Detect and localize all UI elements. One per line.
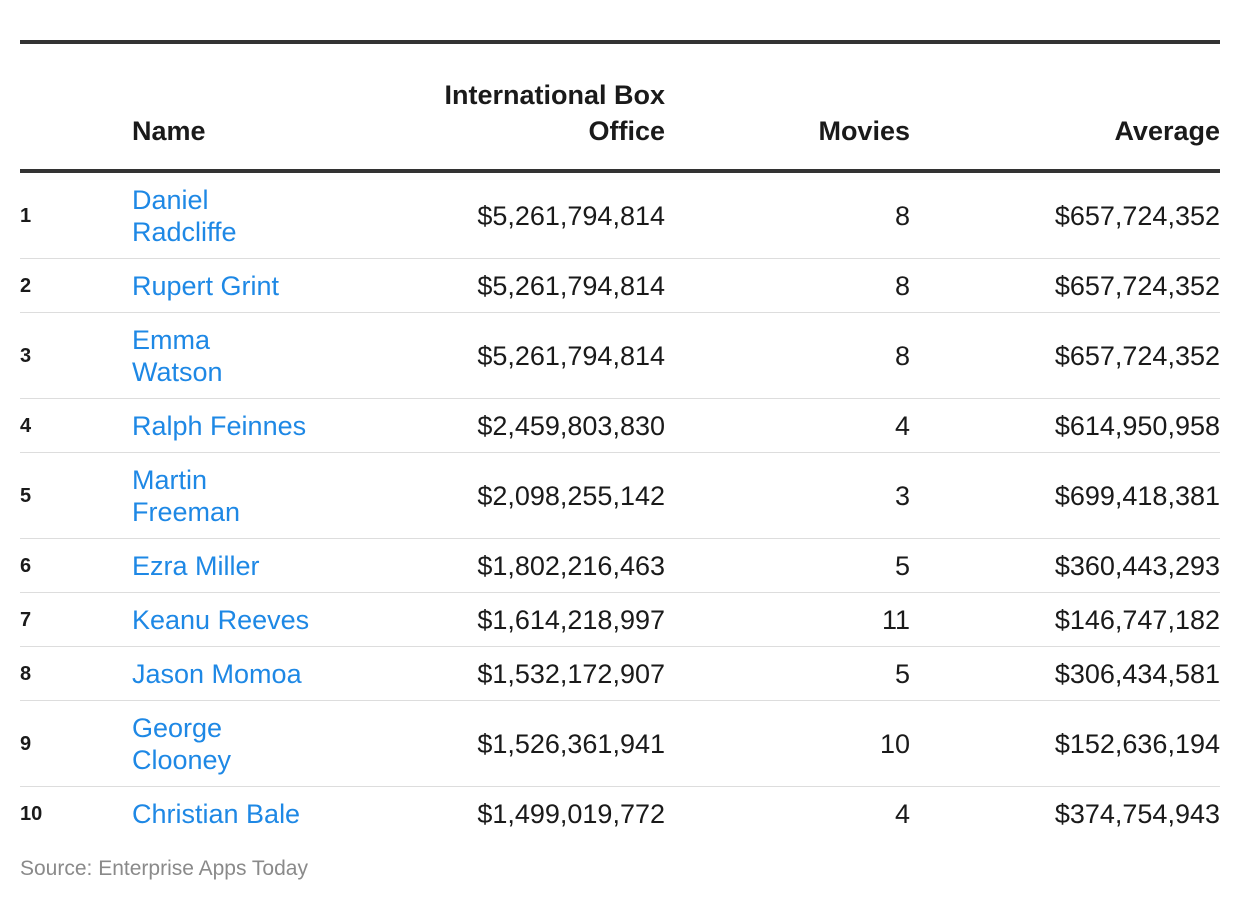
rank-cell: 7 bbox=[20, 592, 132, 647]
name-link[interactable]: Ralph Feinnes bbox=[132, 398, 332, 453]
table-body: 1 Daniel Radcliffe $5,261,794,814 8 $657,724,… bbox=[20, 171, 1220, 840]
table-container: Name International Box Office Movies Ave… bbox=[20, 40, 1220, 840]
name-line: Watson bbox=[132, 356, 223, 387]
header-name[interactable]: Name bbox=[132, 44, 332, 173]
top-rule bbox=[20, 40, 1220, 44]
box-office-cell: $2,459,803,830 bbox=[332, 398, 665, 453]
name-line: Radcliffe bbox=[132, 216, 237, 247]
box-office-table: Name International Box Office Movies Ave… bbox=[20, 44, 1220, 840]
header-average[interactable]: Average bbox=[910, 44, 1220, 173]
name-line: Martin bbox=[132, 464, 208, 495]
average-cell: $306,434,581 bbox=[910, 646, 1220, 701]
box-office-cell: $5,261,794,814 bbox=[332, 258, 665, 313]
table-row: 3 Emma Watson $5,261,794,814 8 $657,724,352 bbox=[20, 312, 1220, 399]
rank-cell: 5 bbox=[20, 452, 132, 539]
name-line: Freeman bbox=[132, 496, 241, 527]
name-line: Christian Bale bbox=[132, 798, 301, 829]
name-line: Emma bbox=[132, 324, 211, 355]
box-office-cell: $1,532,172,907 bbox=[332, 646, 665, 701]
box-office-cell: $2,098,255,142 bbox=[332, 452, 665, 539]
average-cell: $374,754,943 bbox=[1054, 798, 1220, 829]
name-line: Ralph Feinnes bbox=[132, 410, 307, 441]
name-link[interactable]: Martin Freeman bbox=[132, 452, 332, 539]
rank-cell: 9 bbox=[20, 700, 132, 787]
name-line: Keanu Reeves bbox=[132, 604, 310, 635]
name-link[interactable]: Rupert Grint bbox=[132, 258, 332, 313]
movies-cell: 5 bbox=[665, 646, 910, 701]
source-note: Source: Enterprise Apps Today bbox=[20, 857, 308, 880]
average-cell: $360,443,293 bbox=[910, 538, 1220, 593]
table-row: 2 Rupert Grint $5,261,794,814 8 $657,724,352 bbox=[20, 258, 1220, 313]
average-cell: $657,724,352 bbox=[910, 312, 1220, 399]
rank-cell: 4 bbox=[20, 398, 132, 453]
box-office-cell: $1,526,361,941 bbox=[332, 700, 665, 787]
movies-cell: 11 bbox=[665, 592, 910, 647]
name-line: Clooney bbox=[132, 744, 232, 775]
average-cell: $146,747,182 bbox=[910, 592, 1220, 647]
average-cell: $657,724,352 bbox=[910, 258, 1220, 313]
name-link[interactable]: George Clooney bbox=[132, 700, 332, 787]
name-line: George bbox=[132, 712, 223, 743]
header-movies[interactable]: Movies bbox=[665, 44, 910, 173]
rank-cell: 2 bbox=[20, 258, 132, 313]
rank-cell: 1 bbox=[20, 171, 132, 259]
average-cell: $614,950,958 bbox=[910, 398, 1220, 453]
table-row: 8 Jason Momoa $1,532,172,907 5 $306,434,581 bbox=[20, 646, 1220, 701]
box-office-cell: $1,802,216,463 bbox=[332, 538, 665, 593]
table-row: 10 Christian Bale $1,499,019,772 4 $374,754,… bbox=[20, 787, 1220, 841]
movies-cell: 8 bbox=[665, 258, 910, 313]
rank-cell: 3 bbox=[20, 312, 132, 399]
table-row: 4 Ralph Feinnes $2,459,803,830 4 $614,950,95… bbox=[20, 398, 1220, 453]
movies-cell: 8 bbox=[665, 312, 910, 399]
name-line: Daniel bbox=[132, 184, 209, 215]
table-row: 1 Daniel Radcliffe $5,261,794,814 8 $657,724,… bbox=[20, 171, 1220, 259]
box-office-cell: $1,499,019,772 bbox=[477, 798, 665, 829]
name-link[interactable]: Christian Bale bbox=[132, 787, 332, 841]
name-line: Rupert Grint bbox=[132, 270, 280, 301]
name-link[interactable]: Emma Watson bbox=[132, 312, 332, 399]
movies-cell: 3 bbox=[665, 452, 910, 539]
movies-cell: 5 bbox=[665, 538, 910, 593]
header-box-office[interactable]: International Box Office bbox=[332, 44, 665, 173]
box-office-cell: $1,614,218,997 bbox=[332, 592, 665, 647]
box-office-cell: $5,261,794,814 bbox=[332, 171, 665, 259]
rank-cell: 10 bbox=[20, 802, 43, 825]
movies-cell: 8 bbox=[665, 171, 910, 259]
average-cell: $152,636,194 bbox=[910, 700, 1220, 787]
name-line: Jason Momoa bbox=[132, 658, 302, 689]
box-office-cell: $5,261,794,814 bbox=[332, 312, 665, 399]
table-row: 9 George Clooney $1,526,361,941 10 $152,636,1… bbox=[20, 700, 1220, 787]
average-cell: $657,724,352 bbox=[910, 171, 1220, 259]
header-row: Name International Box Office Movies Ave… bbox=[20, 44, 1220, 173]
name-line: Ezra Miller bbox=[132, 550, 260, 581]
name-link[interactable]: Ezra Miller bbox=[132, 538, 332, 593]
name-link[interactable]: Jason Momoa bbox=[132, 646, 332, 701]
rank-cell: 6 bbox=[20, 538, 132, 593]
table-row: 7 Keanu Reeves $1,614,218,997 11 $146,747,18… bbox=[20, 592, 1220, 647]
movies-cell: 4 bbox=[665, 398, 910, 453]
name-link[interactable]: Keanu Reeves bbox=[132, 592, 332, 647]
header-box-office-label: International Box Office bbox=[444, 80, 665, 146]
header-rank bbox=[20, 44, 132, 173]
movies-cell: 10 bbox=[665, 700, 910, 787]
movies-cell: 4 bbox=[894, 798, 910, 829]
table-row: 5 Martin Freeman $2,098,255,142 3 $699,418,38… bbox=[20, 452, 1220, 539]
table-row: 6 Ezra Miller $1,802,216,463 5 $360,443,293 bbox=[20, 538, 1220, 593]
name-link[interactable]: Daniel Radcliffe bbox=[132, 171, 332, 259]
rank-cell: 8 bbox=[20, 646, 132, 701]
average-cell: $699,418,381 bbox=[910, 452, 1220, 539]
